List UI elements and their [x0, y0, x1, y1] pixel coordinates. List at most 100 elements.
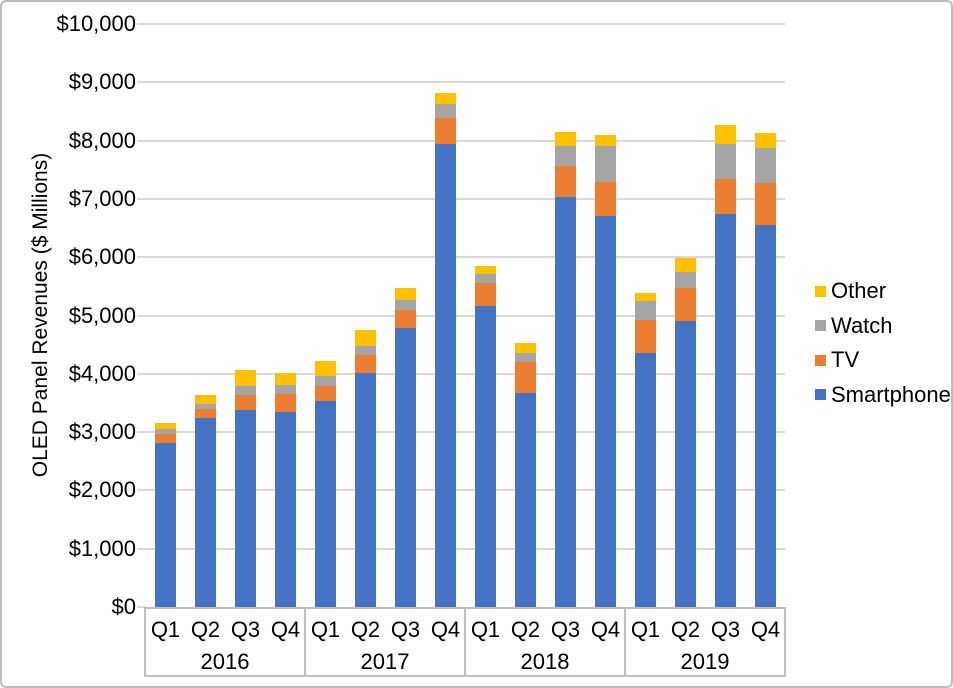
bar-segment-smartphone-2018-Q3 [555, 197, 576, 607]
quarter-label-2019-q1: Q1 [630, 617, 661, 642]
y-axis-tick [137, 606, 146, 608]
bar-segment-smartphone-2016-Q4 [275, 411, 296, 607]
bar-segment-watch-2018-Q3 [555, 145, 576, 166]
y-axis-tick [137, 81, 146, 84]
y-axis-tick [137, 23, 146, 25]
y-axis-tick-label: $7,000 [68, 185, 136, 211]
bar-segment-smartphone-2016-Q2 [195, 418, 216, 607]
y-axis-tick [137, 547, 146, 550]
y-axis-tick-label: $10,000 [56, 11, 136, 36]
legend-label: TV [831, 347, 860, 373]
bar-segment-tv-2019-Q2 [675, 287, 696, 321]
bar-segment-other-2019-Q2 [675, 258, 696, 273]
legend-label: Smartphone [831, 381, 951, 407]
y-axis-tick-label: $8,000 [68, 127, 136, 153]
bar-segment-tv-2018-Q2 [515, 362, 536, 393]
category-axis-separator [784, 607, 786, 677]
gridline [145, 314, 785, 317]
gridline [145, 489, 785, 492]
bar-segment-watch-2018-Q2 [515, 352, 536, 363]
bar-segment-smartphone-2017-Q4 [435, 144, 456, 607]
y-axis-tick [137, 197, 146, 200]
bar-segment-other-2018-Q3 [555, 131, 576, 146]
quarter-label-2016-q3: Q3 [230, 617, 261, 642]
bar-segment-watch-2016-Q2 [195, 403, 216, 409]
bar-segment-watch-2019-Q4 [755, 148, 776, 184]
quarter-label-2016-q4: Q4 [270, 617, 301, 642]
bar-segment-other-2018-Q1 [475, 265, 496, 274]
legend-swatch-watch-icon [815, 320, 826, 332]
bar-segment-smartphone-2017-Q2 [355, 372, 376, 607]
category-axis-separator [464, 607, 466, 677]
y-axis-tick-label: $5,000 [68, 302, 136, 328]
bar-segment-other-2018-Q4 [595, 134, 616, 147]
bar-segment-watch-2019-Q2 [675, 272, 696, 288]
quarter-label-2018-q2: Q2 [510, 617, 541, 642]
bar-segment-other-2019-Q4 [755, 132, 776, 149]
bar-segment-other-2016-Q2 [195, 394, 216, 404]
bar-segment-watch-2017-Q2 [355, 345, 376, 356]
gridline [145, 372, 785, 375]
quarter-label-2017-q4: Q4 [430, 617, 461, 642]
quarter-label-2018-q1: Q1 [470, 617, 501, 642]
quarter-label-2017-q3: Q3 [390, 617, 421, 642]
legend: Other Watch TV Smartphone [815, 274, 951, 412]
bar-segment-tv-2017-Q1 [315, 386, 336, 401]
bar-segment-smartphone-2018-Q2 [515, 392, 536, 607]
bar-segment-other-2017-Q4 [435, 93, 456, 105]
bar-segment-watch-2016-Q1 [155, 429, 176, 434]
quarter-label-2017-q2: Q2 [350, 617, 381, 642]
bar-segment-watch-2019-Q1 [635, 301, 656, 321]
bar-segment-tv-2018-Q3 [555, 165, 576, 198]
bar-segment-tv-2017-Q4 [435, 118, 456, 145]
y-axis-tick [137, 431, 146, 434]
bar-segment-tv-2019-Q4 [755, 183, 776, 226]
y-axis-tick [137, 489, 146, 492]
quarter-label-2016-q1: Q1 [150, 617, 181, 642]
y-axis-tick [137, 372, 146, 375]
y-axis-tick-label: $4,000 [68, 360, 136, 386]
y-axis-tick-label: $2,000 [68, 477, 136, 503]
y-axis-tick-label: $0 [111, 594, 136, 619]
bar-segment-smartphone-2018-Q4 [595, 215, 616, 607]
bar-segment-tv-2016-Q4 [275, 393, 296, 412]
legend-swatch-tv-icon [815, 354, 826, 366]
bar-segment-watch-2018-Q4 [595, 146, 616, 182]
bar-segment-other-2016-Q1 [155, 422, 176, 430]
bar-segment-other-2019-Q3 [715, 125, 736, 145]
year-label-2019: 2019 [680, 649, 730, 674]
bar-segment-smartphone-2019-Q4 [755, 225, 776, 607]
gridline [145, 81, 785, 84]
bar-segment-watch-2016-Q3 [235, 386, 256, 396]
gridline [145, 431, 785, 434]
y-axis-tick-label: $1,000 [68, 535, 136, 561]
year-label-2016: 2016 [200, 649, 250, 674]
bar-segment-watch-2017-Q4 [435, 104, 456, 119]
legend-item-watch: Watch [815, 309, 951, 344]
bar-segment-smartphone-2019-Q3 [715, 214, 736, 607]
bar-segment-smartphone-2017-Q3 [395, 328, 416, 607]
bar-segment-watch-2018-Q1 [475, 273, 496, 284]
bar-segment-tv-2018-Q4 [595, 181, 616, 216]
bar-segment-tv-2019-Q1 [635, 320, 656, 354]
bar-segment-other-2016-Q3 [235, 370, 256, 387]
legend-label: Other [831, 278, 887, 304]
bar-segment-smartphone-2017-Q1 [315, 400, 336, 607]
year-label-2017: 2017 [360, 649, 410, 674]
bar-segment-tv-2017-Q3 [395, 309, 416, 329]
bar-segment-tv-2019-Q3 [715, 179, 736, 215]
year-label-2018: 2018 [520, 649, 570, 674]
bar-segment-smartphone-2016-Q3 [235, 409, 256, 607]
bar-segment-watch-2017-Q3 [395, 300, 416, 310]
bar-segment-tv-2016-Q3 [235, 395, 256, 410]
bar-segment-watch-2017-Q1 [315, 375, 336, 387]
y-axis-tick-label: $3,000 [68, 419, 136, 445]
y-axis-tick-label: $6,000 [68, 244, 136, 270]
legend-item-other: Other [815, 274, 951, 309]
quarter-label-2019-q2: Q2 [670, 617, 701, 642]
legend-swatch-other-icon [815, 285, 826, 297]
quarter-label-2018-q3: Q3 [550, 617, 581, 642]
bar-segment-other-2019-Q1 [635, 292, 656, 302]
bar-segment-smartphone-2018-Q1 [475, 305, 496, 607]
